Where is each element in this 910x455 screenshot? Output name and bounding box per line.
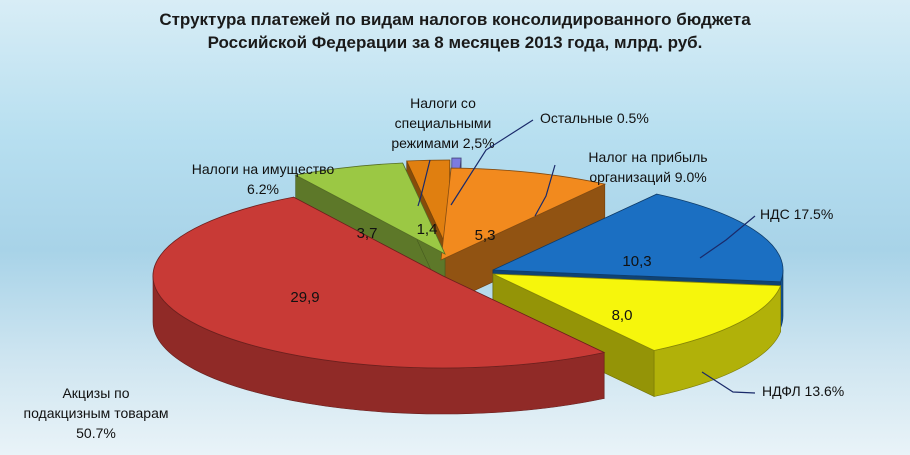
slice-top-1 <box>492 193 784 283</box>
chart-title-line-2: Российской Федерации за 8 месяцев 2013 г… <box>207 33 703 52</box>
slice-top-0 <box>440 167 607 261</box>
slice-top-3 <box>152 196 606 369</box>
slice-top-5 <box>406 159 451 253</box>
category-label-3-line-1: подакцизным товарам <box>23 405 168 421</box>
slice-top-4 <box>294 162 446 255</box>
category-label-1: НДС 17.5% <box>760 206 833 222</box>
category-label-6: Остальные 0.5% <box>540 110 649 126</box>
category-label-3: Акцизы по подакцизным товарам 50.7% <box>23 385 168 441</box>
category-label-5-line-1: специальными <box>395 115 492 131</box>
category-label-0-line-1: организаций 9.0% <box>589 169 706 185</box>
category-label-1-line-0: НДС 17.5% <box>760 206 833 222</box>
leader-line-6 <box>450 119 534 206</box>
leader-line-0 <box>534 164 556 217</box>
value-label-4: 3,7 <box>357 225 378 242</box>
value-label-2: 8,0 <box>612 307 633 324</box>
category-label-4: Налоги на имущество 6.2% <box>192 161 335 197</box>
category-label-4-line-1: 6.2% <box>247 181 279 197</box>
leader-line-2 <box>701 371 756 394</box>
category-label-0-line-0: Налог на прибыль <box>588 149 707 165</box>
category-label-3-line-2: 50.7% <box>76 425 116 441</box>
category-label-2-line-0: НДФЛ 13.6% <box>762 383 844 399</box>
chart-title-line-1: Структура платежей по видам налогов конс… <box>159 10 751 29</box>
category-label-0: Налог на прибыль организаций 9.0% <box>588 149 707 185</box>
category-label-5-line-0: Налоги со <box>410 95 476 111</box>
category-label-2: НДФЛ 13.6% <box>762 383 844 399</box>
category-label-5-line-2: режимами 2,5% <box>391 135 494 151</box>
category-label-6-line-0: Остальные 0.5% <box>540 110 649 126</box>
value-label-3: 29,9 <box>290 289 319 306</box>
leader-line-1 <box>699 215 756 259</box>
slice-top-2 <box>492 273 782 351</box>
value-label-0: 5,3 <box>475 227 496 244</box>
category-label-4-line-0: Налоги на имущество <box>192 161 335 177</box>
category-label-3-line-0: Акцизы по <box>62 385 129 401</box>
category-label-5: Налоги со специальными режимами 2,5% <box>391 95 494 151</box>
value-label-1: 10,3 <box>622 253 651 270</box>
pie-tops <box>152 157 784 369</box>
leader-line-5 <box>417 159 431 207</box>
value-label-5: 1,4 <box>417 221 438 238</box>
